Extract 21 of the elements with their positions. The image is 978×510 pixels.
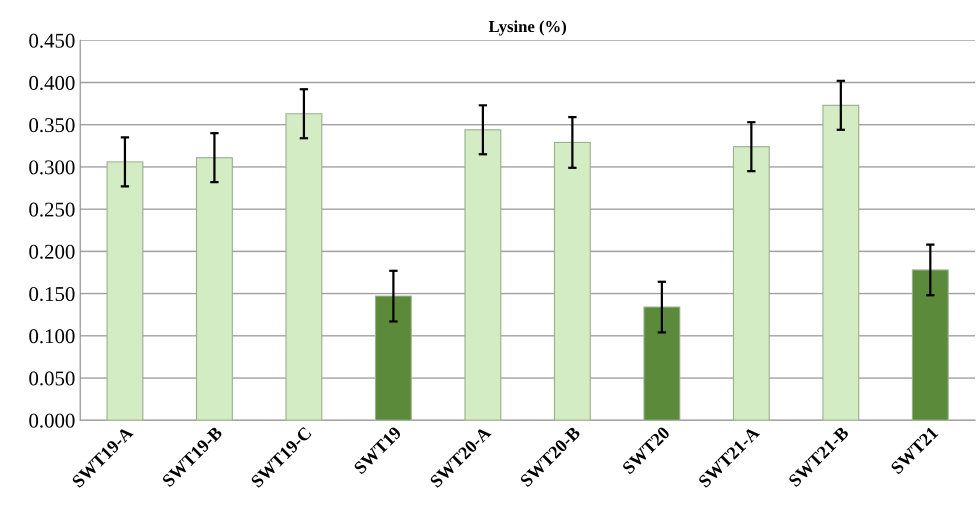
- bar: [732, 146, 770, 420]
- y-tick-label: 0.350: [29, 118, 75, 132]
- bar: [464, 129, 502, 420]
- bar: [106, 161, 144, 420]
- bar: [374, 296, 412, 420]
- y-tick-label: 0.150: [29, 286, 75, 302]
- chart-title: Lysine (%): [488, 20, 566, 36]
- y-tick-label: 0.250: [29, 202, 75, 217]
- bar: [643, 306, 680, 420]
- bar: [822, 104, 860, 420]
- bar: [285, 113, 322, 420]
- y-tick-label: 0.000: [29, 414, 75, 428]
- bar: [912, 269, 949, 420]
- y-tick-label: 0.100: [29, 329, 75, 344]
- y-tick-label: 0.200: [29, 244, 75, 259]
- y-tick-label: 0.450: [29, 34, 75, 48]
- y-tick-label: 0.400: [29, 76, 75, 90]
- bar: [196, 157, 233, 420]
- bar: [554, 142, 591, 420]
- y-tick-label: 0.050: [29, 371, 75, 386]
- y-tick-label: 0.300: [29, 160, 75, 174]
